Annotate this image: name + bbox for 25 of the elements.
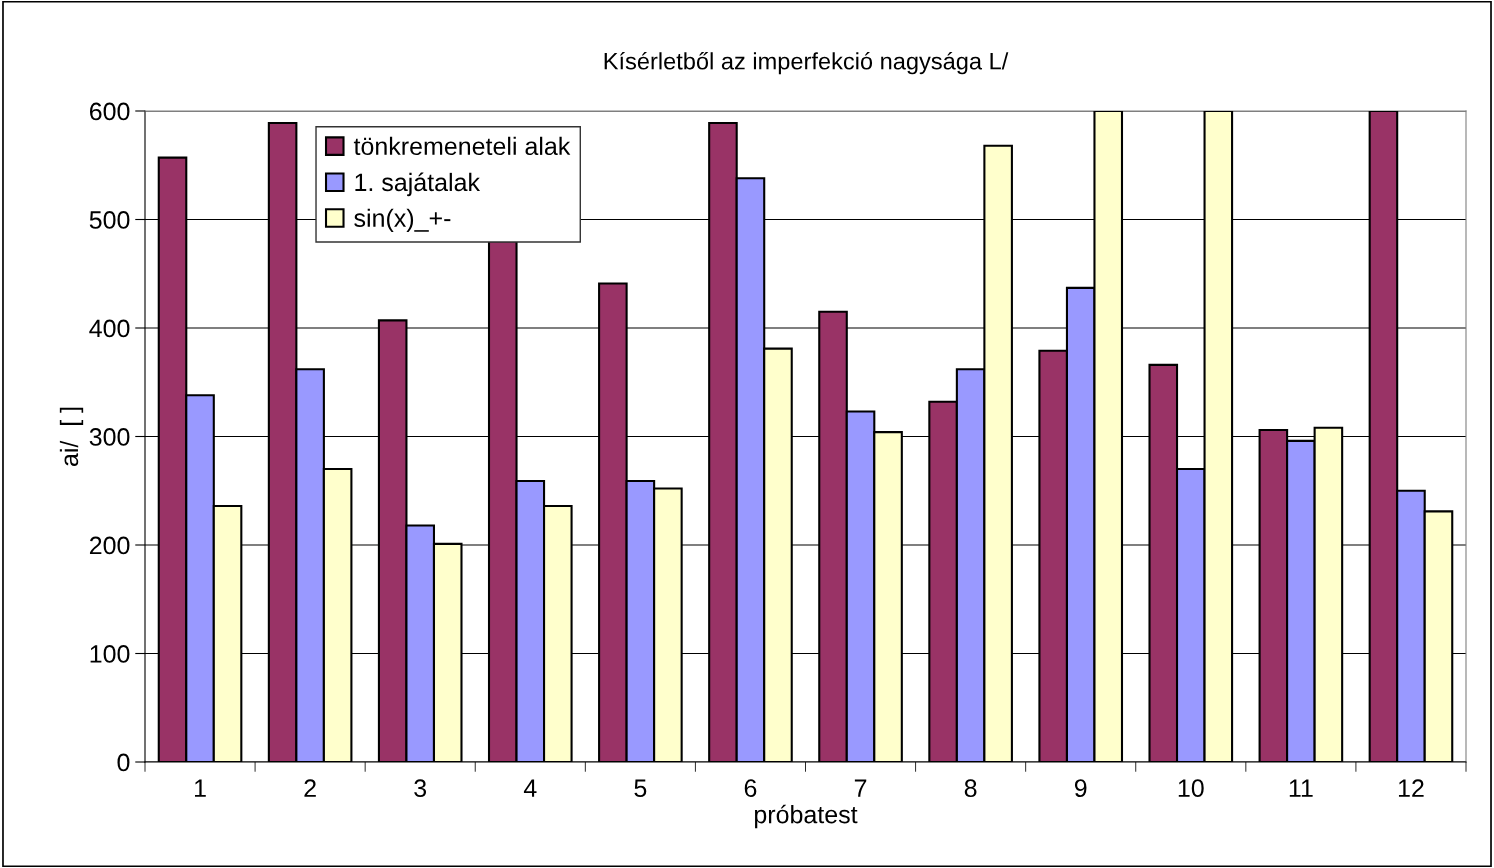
x-tick-label: 5	[634, 779, 647, 798]
legend-label: tönkremeneteli alak	[353, 136, 571, 156]
legend-label: sin(x)_+-	[354, 208, 451, 232]
x-tick-label: 3	[414, 779, 427, 798]
x-tick-label: 8	[964, 779, 977, 798]
legend-label: 1. sajátalak	[355, 172, 481, 197]
y-tick-label: 400	[89, 319, 130, 338]
x-axis-title: próbatest	[755, 804, 858, 829]
x-tick-label: 11	[1289, 779, 1313, 797]
y-tick-label: 500	[89, 211, 130, 229]
chart-title: Kísérletből az imperfekció nagysága L/	[604, 51, 1009, 75]
y-tick-label: 100	[90, 645, 130, 663]
y-tick-label: 0	[117, 753, 130, 772]
x-tick-label: 7	[854, 779, 867, 797]
y-tick-label: 600	[89, 102, 130, 121]
y-axis-title: ai/ [ ]	[59, 407, 84, 466]
y-tick-label: 300	[89, 428, 130, 446]
x-tick-label: 2	[304, 779, 316, 797]
x-tick-label: 12	[1398, 779, 1424, 797]
x-tick-label: 10	[1178, 779, 1204, 798]
x-tick-label: 1	[195, 779, 206, 797]
x-tick-label: 9	[1074, 779, 1087, 798]
x-tick-label: 6	[744, 779, 757, 798]
x-tick-label: 4	[523, 779, 537, 797]
y-tick-label: 200	[89, 536, 130, 555]
